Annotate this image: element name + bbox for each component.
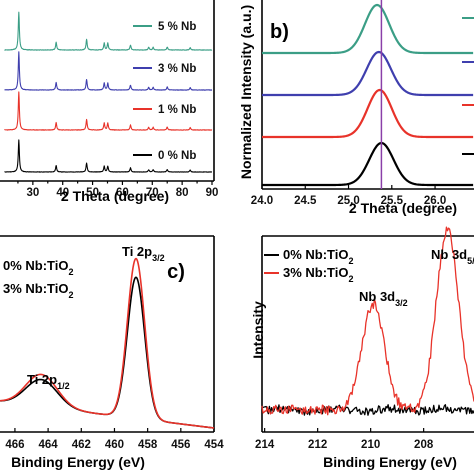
- panel-c-ti2p-xps: 466 464 462 460 458 456 454 Binding Energy (eV)…: [0, 235, 224, 470]
- panel-c-x-tick-label: 456: [171, 439, 190, 451]
- panel-c-legend-label-subscript: 2: [69, 290, 74, 300]
- panel-b-x-tick-label: 25.0: [337, 195, 359, 207]
- panel-a-x-tick-label: 50: [86, 187, 99, 199]
- panel-b-letter: b): [270, 21, 289, 43]
- panel-a-legend-label: 5 % Nb: [158, 21, 196, 33]
- panel-c-peak-label-subscript: 3/2: [152, 253, 165, 263]
- panel-c-series-line: [0, 257, 215, 429]
- panel-d-x-tick-label: 212: [308, 439, 327, 451]
- panel-b-x-tick-label: 25.5: [381, 195, 404, 207]
- panel-a-series-line: [4, 51, 213, 91]
- panel-a-series-line: [4, 139, 213, 173]
- panel-c-legend-label-subscript: 2: [69, 267, 74, 277]
- panel-a-x-tick-label: 80: [176, 187, 189, 199]
- panel-d-series-line: [261, 226, 474, 416]
- panel-d-legend-label-main: 0% Nb:TiO: [283, 247, 349, 262]
- panel-d-legend-label: 3% Nb:TiO2: [283, 265, 354, 284]
- panel-d-peak-label: Nb 3d3/2: [359, 289, 408, 308]
- panel-c-x-tick-label: 458: [138, 439, 158, 451]
- panel-d-peak-label-subscript: 5/: [467, 256, 474, 266]
- panel-d-x-tick-label: 214: [255, 439, 275, 451]
- panel-b-x-axis-title: 2 Theta (degree): [349, 200, 457, 216]
- panel-a-x-tick-label: 60: [116, 187, 129, 199]
- panel-b-series-line: [261, 141, 474, 187]
- panel-a-x-axis-title: 2 Theta (degree): [61, 188, 169, 204]
- panel-c-x-axis-title: Binding Energy (eV): [11, 454, 145, 470]
- panel-a-legend-label: 3 % Nb: [158, 63, 196, 75]
- panel-a-x-tick-label: 90: [206, 187, 219, 199]
- panel-d-legend-label: 0% Nb:TiO2: [283, 247, 354, 266]
- panel-c-x-tick-label: 460: [105, 439, 124, 451]
- panel-d-y-axis-title: Intensity: [250, 301, 266, 359]
- panel-c-series-line: [0, 276, 215, 429]
- panel-b-series-line: [261, 88, 474, 139]
- panel-d-peak-label: Nb 3d5/: [431, 247, 474, 266]
- panel-c-peak-label-main: Ti 2p: [122, 244, 152, 259]
- panel-c-x-tick-label: 454: [204, 439, 224, 451]
- panel-d-peak-label-main: Nb 3d: [359, 289, 395, 304]
- panel-c-legend-label: 3% Nb:TiO2: [3, 281, 74, 300]
- panel-d-legend-label-subscript: 2: [349, 274, 354, 284]
- panel-a-series-line: [4, 11, 213, 51]
- panel-b-series-line: [261, 3, 474, 55]
- panel-b-x-tick-label: 24.0: [251, 195, 273, 207]
- panel-c-peak-label-main: Ti 2p: [27, 372, 57, 387]
- panel-d-x-axis-title: Binding Energy (eV): [323, 454, 457, 470]
- panel-a-x-tick-label: 70: [146, 187, 159, 199]
- panel-d-peak-label-main: Nb 3d: [431, 247, 467, 262]
- panel-c-legend-label-main: 3% Nb:TiO: [3, 281, 69, 296]
- panel-b-peak-zoom: 24.0 24.5 25.0 25.5 26.02 Theta (degree) Norm…: [238, 0, 474, 216]
- panel-c-x-tick-label: 462: [72, 439, 91, 451]
- panel-d-peak-label-subscript: 3/2: [395, 298, 408, 308]
- panel-a-legend-label: 0 % Nb: [158, 150, 196, 162]
- panel-c-letter: c): [167, 261, 185, 283]
- panel-a-legend-label: 1 % Nb: [158, 104, 196, 116]
- panel-b-y-axis-title: Normalized Intensity (a.u.): [238, 5, 254, 179]
- panel-d-x-tick-label: 208: [414, 439, 434, 451]
- panel-b-x-tick-label: 26.0: [424, 195, 446, 207]
- panel-c-peak-label: Ti 2p3/2: [122, 244, 165, 263]
- panel-a-xrd-patterns: 30 40 50 60 70 80 90 2 Theta (degree) 0 % Nb 1 % …: [0, 0, 218, 204]
- panel-d-legend-label-main: 3% Nb:TiO: [283, 265, 349, 280]
- panel-c-legend-label: 0% Nb:TiO2: [3, 258, 74, 277]
- panel-d-series-line: [262, 404, 474, 416]
- panel-c-x-tick-label: 464: [39, 439, 59, 451]
- panel-a-series-line: [4, 91, 213, 131]
- panel-d-nb3d-xps: 214 212 210 208 Binding Energy (eV) Intensity…: [250, 226, 474, 470]
- panel-d-x-tick-label: 210: [361, 439, 380, 451]
- panel-a-x-tick-label: 40: [56, 187, 69, 199]
- panel-c-peak-label: Ti 2p1/2: [27, 372, 70, 391]
- panel-c-peak-label-subscript: 1/2: [57, 381, 70, 391]
- panel-c-legend-label-main: 0% Nb:TiO: [3, 258, 69, 273]
- panel-b-x-tick-label: 24.5: [294, 195, 317, 207]
- panel-c-x-tick-label: 466: [5, 439, 24, 451]
- panel-a-x-tick-label: 30: [26, 187, 39, 199]
- panel-b-series-line: [261, 50, 474, 97]
- panel-d-legend-label-subscript: 2: [349, 256, 354, 266]
